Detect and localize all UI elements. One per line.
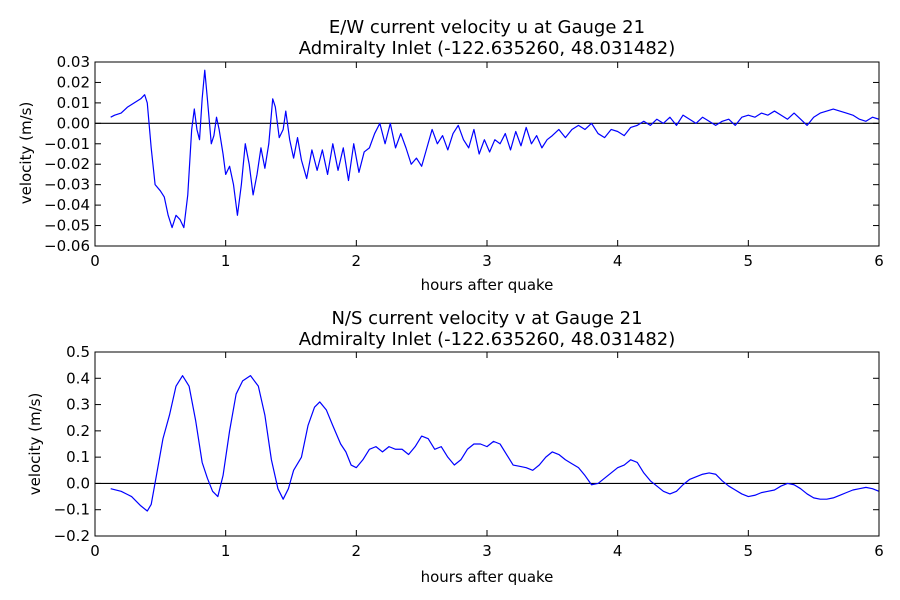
x-axis-label: hours after quake xyxy=(421,276,554,294)
ticks-group: 0 1 2 3 4 5 6 −0.06 −0.05 −0.04 −0.03 −0.02 −0.01 0.0… xyxy=(44,53,884,270)
y-tick-label: 0.01 xyxy=(57,94,90,112)
x-tick-label: 0 xyxy=(90,542,100,560)
x-tick-label: 4 xyxy=(613,252,623,270)
y-tick-label: 0.5 xyxy=(66,343,90,361)
x-tick-label: 6 xyxy=(874,542,884,560)
axes-frame xyxy=(94,351,880,537)
x-tick-label: 1 xyxy=(221,542,231,560)
x-tick-label: 1 xyxy=(221,252,231,270)
y-tick-label: 0.3 xyxy=(66,396,90,414)
x-tick-label: 5 xyxy=(744,542,754,560)
y-tick-label: −0.06 xyxy=(44,237,90,255)
y-tick-label: −0.02 xyxy=(44,155,90,173)
chart-title: E/W current velocity u at Gauge 21 xyxy=(329,17,645,38)
y-tick-label: −0.01 xyxy=(44,135,90,153)
y-tick-label: −0.05 xyxy=(44,217,90,235)
ns-velocity-chart: N/S current velocity v at Gauge 21 Admir… xyxy=(26,308,884,586)
y-tick-label: 0.0 xyxy=(66,474,90,492)
chart-subtitle: Admiralty Inlet (-122.635260, 48.031482) xyxy=(299,329,676,350)
ticks-group: 0 1 2 3 4 5 6 −0.2 −0.1 0.0 0.1 0.2 0.3 0.4 0.5 xyxy=(54,343,884,560)
axes-frame xyxy=(94,61,880,247)
y-tick-label: 0.2 xyxy=(66,422,90,440)
y-axis-label: velocity (m/s) xyxy=(17,102,35,205)
x-tick-label: 2 xyxy=(352,542,362,560)
y-tick-label: 0.00 xyxy=(57,114,90,132)
y-tick-label: −0.2 xyxy=(54,527,90,545)
y-axis-label: velocity (m/s) xyxy=(26,393,44,496)
chart-title: N/S current velocity v at Gauge 21 xyxy=(331,308,642,329)
x-tick-label: 3 xyxy=(482,252,492,270)
y-tick-label: −0.03 xyxy=(44,176,90,194)
plot-area xyxy=(94,351,880,537)
chart-subtitle: Admiralty Inlet (-122.635260, 48.031482) xyxy=(299,38,676,59)
series-line xyxy=(110,375,880,512)
y-tick-label: 0.02 xyxy=(57,73,90,91)
x-tick-label: 5 xyxy=(744,252,754,270)
y-tick-label: −0.1 xyxy=(54,501,90,519)
x-tick-label: 3 xyxy=(482,542,492,560)
y-tick-label: 0.4 xyxy=(66,369,90,387)
y-tick-label: −0.04 xyxy=(44,196,90,214)
x-tick-label: 0 xyxy=(90,252,100,270)
series-line xyxy=(110,69,880,229)
y-tick-label: 0.03 xyxy=(57,53,90,71)
x-tick-label: 2 xyxy=(352,252,362,270)
ew-velocity-chart: E/W current velocity u at Gauge 21 Admir… xyxy=(17,17,884,294)
y-tick-label: 0.1 xyxy=(66,448,90,466)
x-tick-label: 4 xyxy=(613,542,623,560)
plot-area xyxy=(94,61,880,247)
x-tick-label: 6 xyxy=(874,252,884,270)
x-axis-label: hours after quake xyxy=(421,568,554,586)
